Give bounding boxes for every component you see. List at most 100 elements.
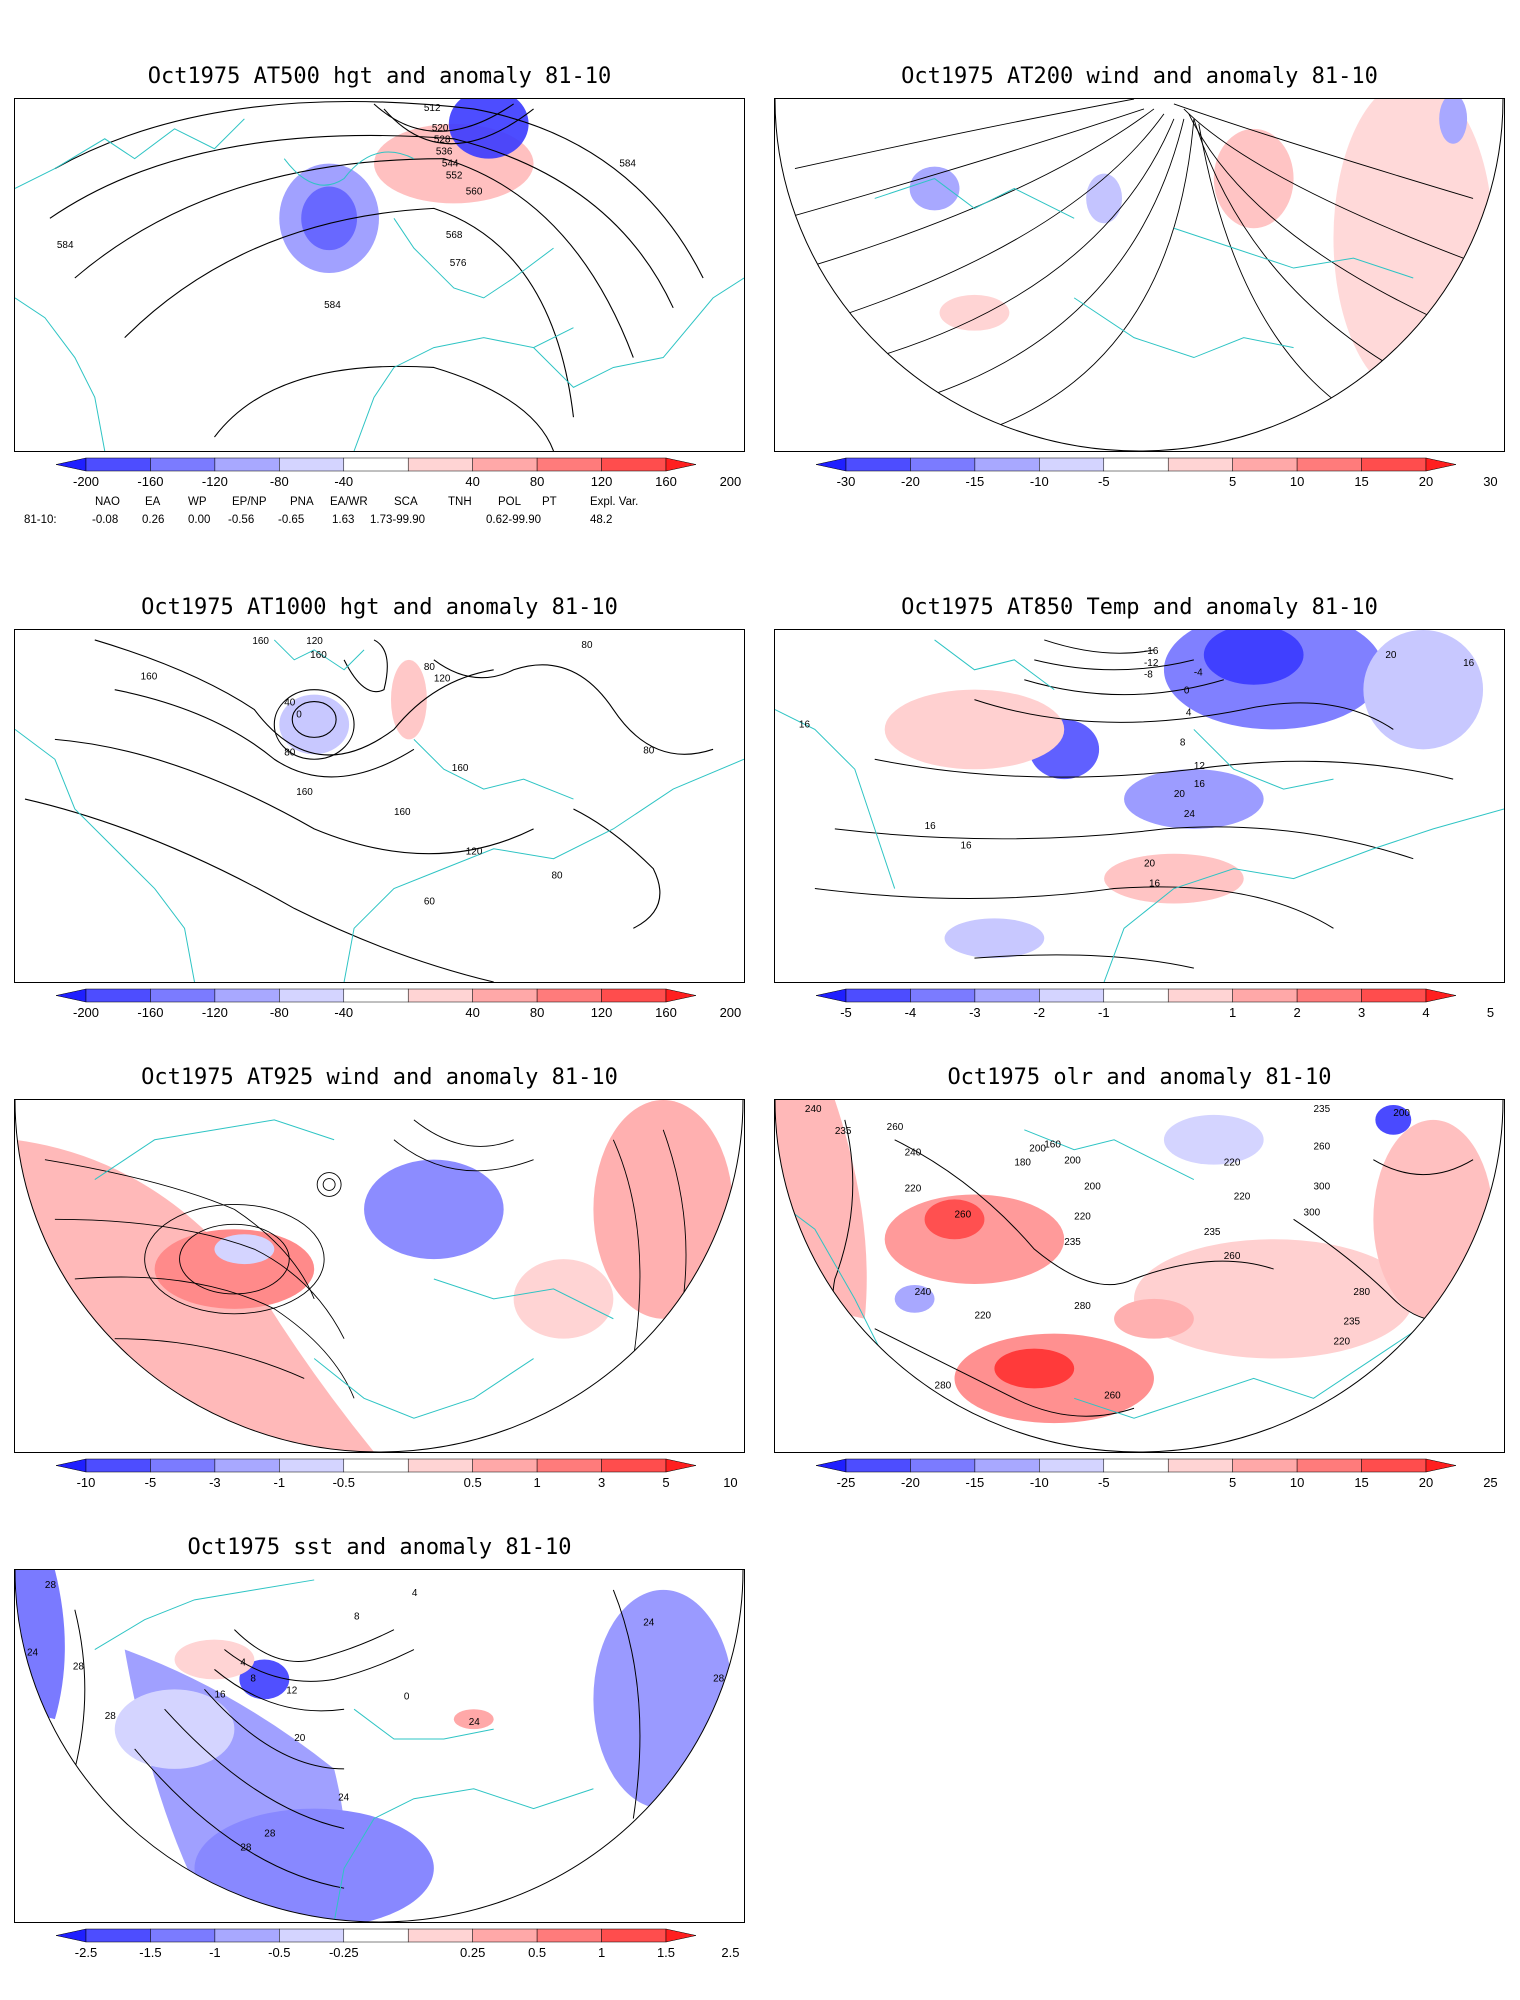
colorbar-tick-label: -30 [837,474,856,489]
svg-text:16: 16 [799,719,811,730]
svg-text:584: 584 [619,159,636,170]
svg-text:568: 568 [446,230,463,241]
svg-text:528: 528 [434,135,451,146]
tele-val-pol-pt: 0.62-99.90 [486,514,541,526]
svg-text:120: 120 [306,636,323,647]
colorbar-tick-label: 4 [1422,1005,1429,1020]
colorbar-box [536,1458,602,1473]
svg-text:180: 180 [1014,1158,1031,1169]
svg-text:584: 584 [324,300,341,311]
panel-at200: Oct1975 AT200 wind and anomaly 81-10 [774,64,1505,494]
colorbar-tick-label: -2.5 [75,1945,97,1960]
colorbar-box [472,1458,538,1473]
colorbar-box [1232,988,1298,1003]
svg-text:160: 160 [452,763,469,774]
svg-text:200: 200 [1064,1156,1081,1167]
map-at1000: 160 120 160 80 40 0 80 120 160 80 160 16… [14,629,745,983]
teleconnection-table: NAO EA WP EP/NP PNA EA/WR SCA TNH POL PT… [20,496,720,530]
colorbar-box [150,1458,216,1473]
colorbar-box [407,988,473,1003]
colorbar-arrow-low [815,988,847,1003]
colorbar-box [1167,1458,1233,1473]
svg-text:16: 16 [214,1689,226,1700]
colorbar-tick-label: -200 [73,474,99,489]
colorbar-tick-label: 5 [1229,1475,1236,1490]
colorbar-tick-label: 0.5 [464,1475,482,1490]
svg-text:20: 20 [294,1733,306,1744]
svg-text:80: 80 [643,745,655,756]
svg-text:220: 220 [1333,1337,1350,1348]
svg-text:300: 300 [1314,1182,1331,1193]
colorbar-tick-label: -5 [1098,1475,1110,1490]
height-contours [49,100,704,451]
colorbar-box [601,457,667,472]
colorbar-box [1232,457,1298,472]
svg-text:28: 28 [45,1580,57,1591]
colorbar-box [1232,1458,1298,1473]
colorbar-arrow-high [665,1928,697,1943]
svg-text:0: 0 [296,710,302,721]
svg-text:-16: -16 [1144,646,1159,657]
svg-text:200: 200 [1393,1108,1410,1119]
svg-text:0: 0 [404,1691,410,1702]
colorbar-tick-label: 2.5 [721,1945,739,1960]
colorbar-box [472,457,538,472]
svg-text:20: 20 [1144,859,1156,870]
colorbar-box [536,1928,602,1943]
colorbar-box [279,988,345,1003]
svg-text:24: 24 [338,1793,350,1804]
panel-olr: Oct1975 olr and anomaly 81-10 [774,1065,1505,1495]
colorbar-box [85,1458,151,1473]
colorbar-tick-label: 10 [1290,474,1304,489]
colorbar-box [1361,457,1427,472]
svg-text:260: 260 [955,1209,972,1220]
colorbar-tick-label: -1 [274,1475,286,1490]
colorbar-box [279,457,345,472]
colorbar-tick-label: -120 [202,1005,228,1020]
colorbar-tick-label: 20 [1419,1475,1433,1490]
colorbar-tick-label: -1 [209,1945,221,1960]
svg-text:16: 16 [1463,658,1475,669]
map-at500: 512 520 528 536 544 552 560 568 576 584 … [14,98,745,452]
tele-header-wp: WP [188,496,207,508]
svg-text:28: 28 [105,1711,117,1722]
colorbar-tick-label: -15 [965,474,984,489]
colorbar-arrow-low [55,988,87,1003]
svg-text:560: 560 [466,186,483,197]
panel-at850: Oct1975 AT850 Temp and anomaly 81-10 [774,595,1505,1025]
svg-text:160: 160 [296,787,313,798]
colorbar-box [472,988,538,1003]
colorbar-tick-label: 200 [720,474,742,489]
colorbar-tick-label: -20 [901,1475,920,1490]
colorbar: -30 -20 -15 -10 -5 5 10 15 20 30 [815,457,1498,494]
colorbar: -25 -20 -15 -10 -5 5 10 15 20 25 [815,1458,1498,1495]
colorbar-tick-label: -3 [969,1005,981,1020]
colorbar-box [910,457,976,472]
tele-val-nao: -0.08 [92,514,119,526]
colorbar-arrow-low [55,1928,87,1943]
tele-header-pol: POL [498,496,522,508]
map-at925 [14,1099,745,1453]
svg-text:60: 60 [424,896,436,907]
colorbar-tick-label: 25 [1483,1475,1497,1490]
svg-text:24: 24 [643,1618,655,1629]
svg-text:24: 24 [27,1648,39,1659]
svg-text:160: 160 [141,672,158,683]
colorbar-arrow-low [815,457,847,472]
panel-title: Oct1975 AT1000 hgt and anomaly 81-10 [141,595,618,620]
colorbar: -200 -160 -120 -80 -40 40 80 120 160 200 [55,988,741,1025]
colorbar-box [910,1458,976,1473]
colorbar-tick-label: 3 [598,1475,605,1490]
svg-text:220: 220 [974,1311,991,1322]
colorbar-box [343,457,409,472]
colorbar-box [1167,988,1233,1003]
svg-text:80: 80 [284,747,296,758]
colorbar-box [343,1928,409,1943]
svg-text:536: 536 [436,147,453,158]
tele-val-epnp: -0.56 [228,514,255,526]
anomaly-shading [279,99,534,274]
colorbar-tick-label: 10 [1290,1475,1304,1490]
colorbar-box [85,457,151,472]
colorbar-box [279,1458,345,1473]
colorbar-arrow-low [815,1458,847,1473]
